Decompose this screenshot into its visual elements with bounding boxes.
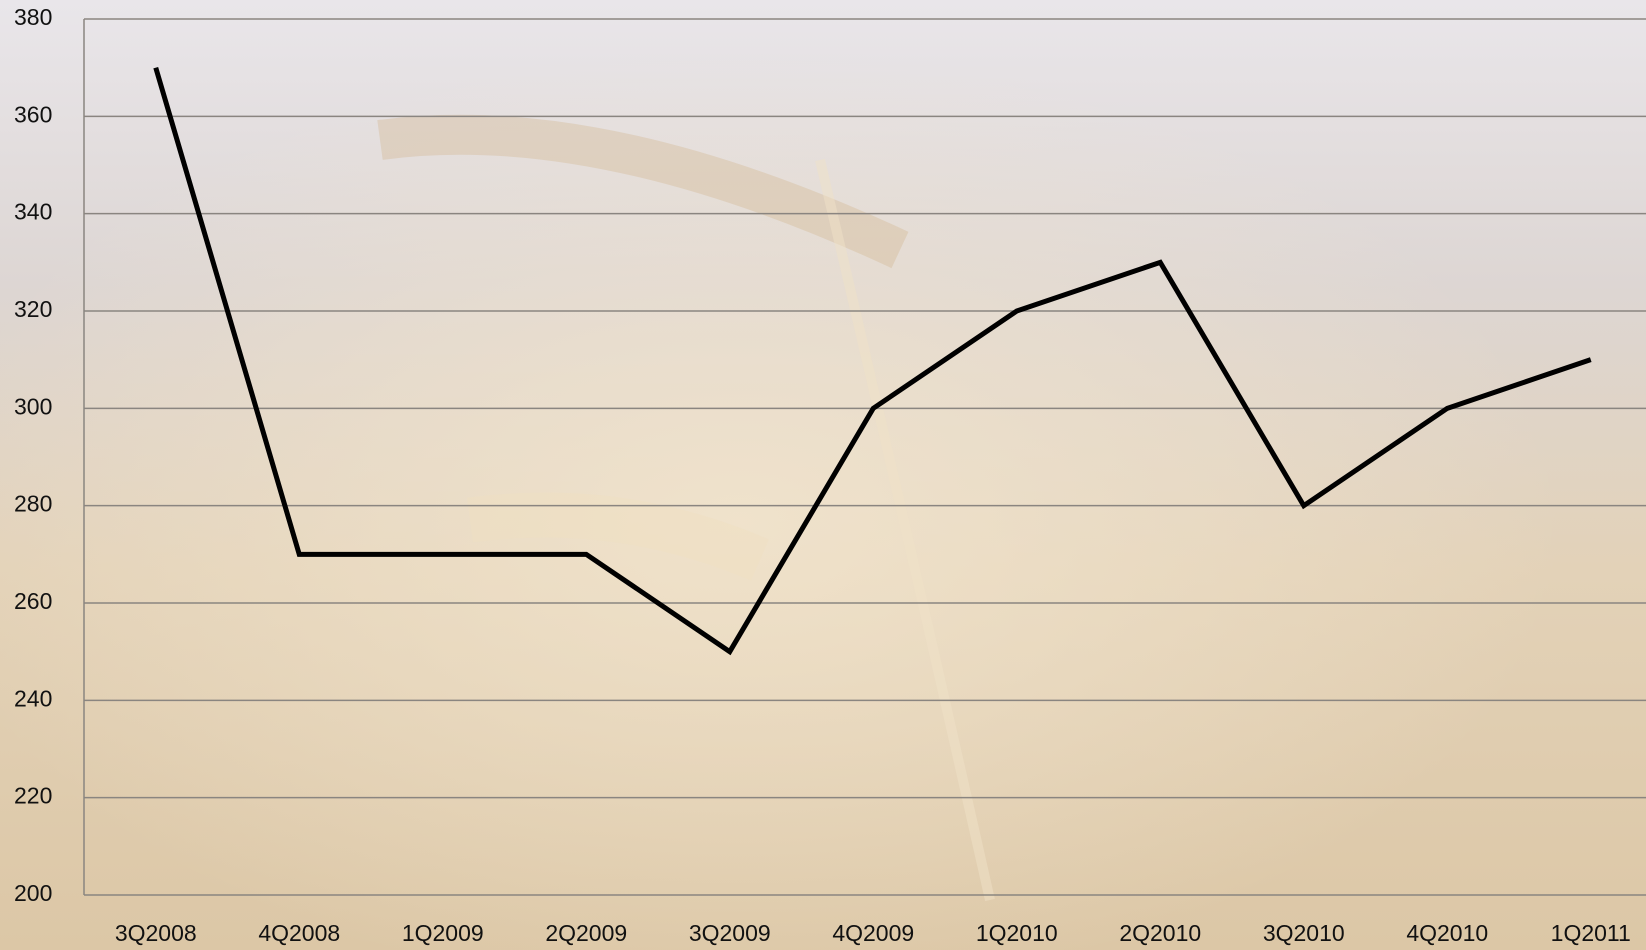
y-tick-label: 260 [14,588,52,614]
y-tick-label: 320 [14,296,52,322]
x-tick-label: 4Q2009 [832,920,914,946]
x-tick-label: 4Q2010 [1406,920,1488,946]
x-tick-label: 2Q2010 [1119,920,1201,946]
y-tick-label: 300 [14,393,52,419]
y-tick-label: 240 [14,685,52,711]
x-tick-label: 4Q2008 [258,920,340,946]
x-tick-label: 3Q2010 [1263,920,1345,946]
chart: 200 220 240 260 280 300 320 340 360 380 3Q2008 4Q20… [0,0,1646,950]
x-tick-label: 1Q2009 [402,920,484,946]
background-glow [0,0,1646,950]
y-tick-label: 220 [14,783,52,809]
y-tick-label: 280 [14,491,52,517]
x-tick-label: 1Q2011 [1551,920,1631,946]
y-tick-label: 200 [14,880,52,906]
x-tick-label: 2Q2009 [545,920,627,946]
x-tick-label: 1Q2010 [976,920,1058,946]
x-tick-label: 3Q2009 [689,920,771,946]
x-tick-label: 3Q2008 [115,920,197,946]
y-tick-label: 360 [14,101,52,127]
y-tick-label: 340 [14,199,52,225]
y-tick-label: 380 [14,4,52,30]
